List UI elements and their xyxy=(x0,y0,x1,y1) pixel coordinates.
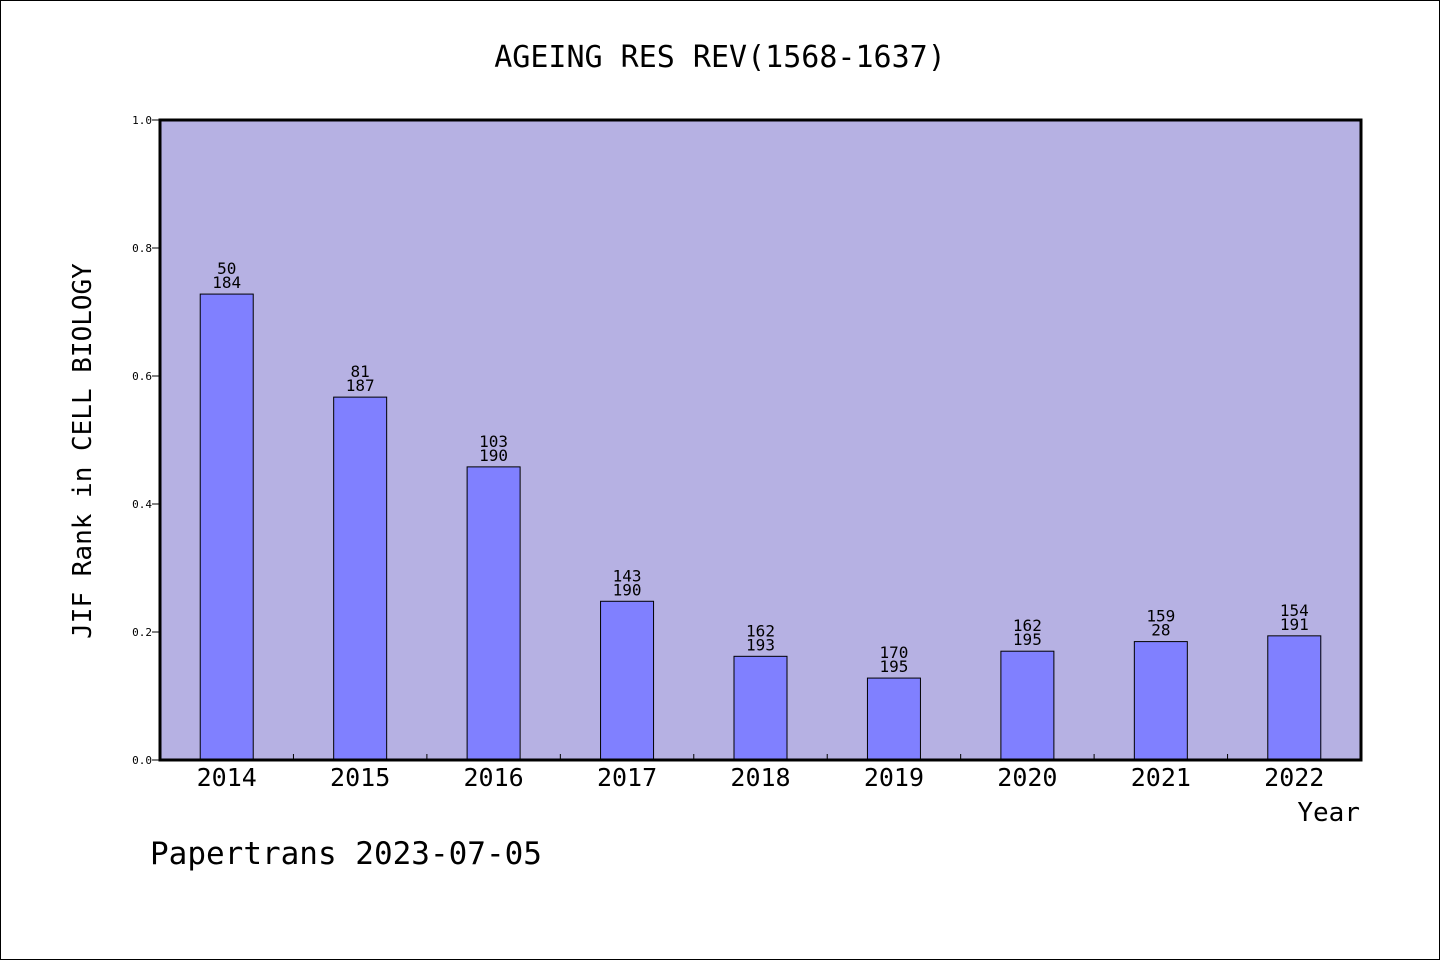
bar-label-total: 195 xyxy=(879,657,908,676)
plot-border xyxy=(158,118,1363,762)
y-axis: 0.0 0.2 0.4 0.6 0.8 1.0 xyxy=(132,114,160,767)
bar-label-rank: 162 xyxy=(1013,616,1042,635)
x-tick-label: 2016 xyxy=(464,763,524,792)
chart-title: AGEING RES REV(1568-1637) xyxy=(494,40,946,75)
bar-label-rank: 154 xyxy=(1280,601,1309,620)
bar-2015 xyxy=(333,396,388,761)
bar-2022 xyxy=(1267,635,1322,761)
bar-2018 xyxy=(733,655,788,761)
bar-label-total: 195 xyxy=(1013,630,1042,649)
y-tick-label: 0.8 xyxy=(132,242,152,255)
bar-2017 xyxy=(600,600,655,761)
bar-label-rank: 50 xyxy=(217,259,236,278)
bar-2021 xyxy=(1133,641,1188,761)
x-tick-label: 2019 xyxy=(864,763,924,792)
bar-label-total: 184 xyxy=(212,273,241,292)
y-tick-label: 0.0 xyxy=(132,754,152,767)
bar-2014 xyxy=(199,293,254,761)
watermark-text: Papertrans 2023-07-05 xyxy=(150,836,542,872)
bar-label-rank: 162 xyxy=(746,621,775,640)
bar-label-total: 193 xyxy=(746,635,775,654)
bar-label-rank: 159 xyxy=(1146,607,1175,626)
x-tick-label: 2022 xyxy=(1264,763,1324,792)
bar-2016 xyxy=(466,466,521,761)
bar-label-total: 191 xyxy=(1280,615,1309,634)
y-tick-label: 1.0 xyxy=(132,114,152,127)
bar-label-total: 190 xyxy=(613,580,642,599)
y-axis-label: JIF Rank in CELL BIOLOGY xyxy=(68,263,98,639)
bar-label-rank: 103 xyxy=(479,432,508,451)
x-tick-label: 2015 xyxy=(330,763,390,792)
x-tick-label: 2017 xyxy=(597,763,657,792)
y-tick-label: 0.6 xyxy=(132,370,152,383)
bar-label-total: 190 xyxy=(479,446,508,465)
x-axis: 2014 2015 2016 2017 2018 2019 2020 2021 2022 xyxy=(197,754,1324,792)
y-tick-label: 0.4 xyxy=(132,498,152,511)
x-tick-label: 2021 xyxy=(1131,763,1191,792)
x-tick-label: 2014 xyxy=(197,763,257,792)
x-tick-label: 2018 xyxy=(730,763,790,792)
x-tick-label: 2020 xyxy=(997,763,1057,792)
bar-2020 xyxy=(1000,650,1055,761)
x-axis-label: Year xyxy=(1297,798,1360,828)
bar-2019 xyxy=(866,677,921,761)
bar-label-rank: 81 xyxy=(351,362,370,381)
y-tick-label: 0.2 xyxy=(132,626,152,639)
bar-label-total: 28 xyxy=(1151,621,1170,640)
bar-label-total: 187 xyxy=(346,376,375,395)
bar-label-rank: 170 xyxy=(879,643,908,662)
bar-label-rank: 143 xyxy=(613,566,642,585)
